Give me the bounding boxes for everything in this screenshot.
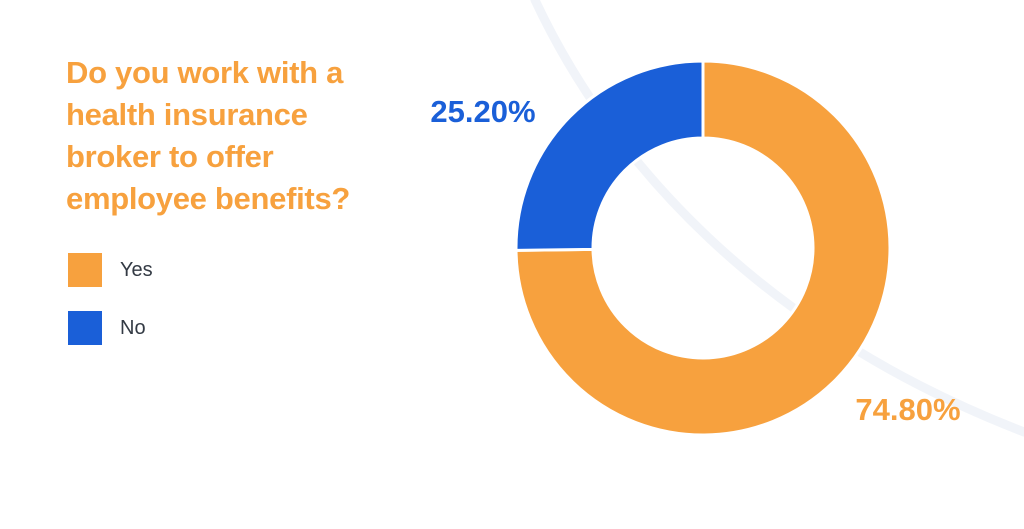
data-label-yes: 74.80%: [855, 392, 960, 427]
legend-item-yes: Yes: [68, 253, 153, 287]
legend-label-no: No: [120, 316, 146, 339]
donut-slice-no: [514, 59, 705, 252]
legend-swatch-yes: [68, 253, 102, 287]
chart-title: Do you work with a health insurance brok…: [66, 55, 351, 216]
data-label-no: 25.20%: [430, 94, 535, 129]
legend-item-no: No: [68, 311, 153, 345]
legend-label-yes: Yes: [120, 258, 153, 281]
legend: Yes No: [68, 253, 153, 369]
legend-swatch-no: [68, 311, 102, 345]
donut-slice-yes: [514, 59, 892, 437]
